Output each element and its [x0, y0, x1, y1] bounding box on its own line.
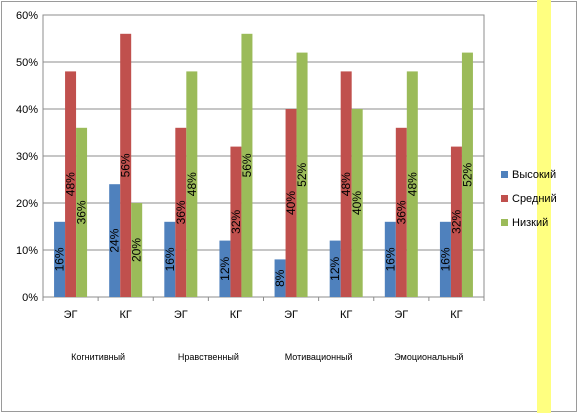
bar: [219, 240, 231, 297]
y-tick-label: 40%: [16, 104, 38, 116]
data-label: 16%: [438, 247, 452, 271]
legend-label: Средний: [512, 193, 557, 205]
bar: [274, 259, 286, 297]
bar: [439, 221, 451, 297]
x-category-label: ЭГ: [284, 309, 298, 321]
bar: [406, 71, 418, 298]
x-category-label: КГ: [340, 309, 352, 321]
y-tick-label: 0%: [22, 292, 38, 304]
data-label: 48%: [64, 172, 78, 196]
bar: [296, 52, 308, 297]
legend-swatch: [501, 195, 508, 202]
data-label: 48%: [339, 172, 353, 196]
data-label: 48%: [185, 172, 199, 196]
data-label: 12%: [218, 256, 232, 280]
x-category-label: КГ: [120, 309, 132, 321]
data-label: 20%: [130, 238, 144, 262]
data-label: 52%: [460, 162, 474, 186]
bar: [131, 203, 143, 297]
x-category-label: ЭГ: [174, 309, 188, 321]
bar: [54, 221, 66, 297]
data-label: 48%: [405, 172, 419, 196]
bar: [65, 71, 77, 298]
y-tick-label: 60%: [16, 10, 38, 22]
bar: [450, 146, 462, 297]
x-category-label: ЭГ: [64, 309, 78, 321]
data-label: 36%: [394, 200, 408, 224]
x-group-label: Мотивационный: [285, 352, 353, 362]
x-category-label: ЭГ: [394, 309, 408, 321]
legend-label: Низкий: [512, 217, 548, 229]
data-label: 40%: [350, 191, 364, 215]
data-label: 32%: [449, 209, 463, 233]
bar: [285, 109, 297, 297]
data-label: 56%: [119, 153, 133, 177]
data-label: 16%: [163, 247, 177, 271]
bar: [230, 146, 242, 297]
x-category-label: КГ: [230, 309, 242, 321]
x-group-label: Нравственный: [178, 352, 239, 362]
data-label: 36%: [174, 200, 188, 224]
x-group-label: Когнитивный: [71, 352, 125, 362]
data-label: 8%: [273, 269, 287, 287]
bar: [351, 109, 363, 297]
data-label: 32%: [229, 209, 243, 233]
data-label: 24%: [108, 228, 122, 252]
y-tick-label: 30%: [16, 151, 38, 163]
bar: [164, 221, 176, 297]
bar: [329, 240, 341, 297]
bar: [461, 52, 473, 297]
data-label: 16%: [383, 247, 397, 271]
x-category-label: КГ: [450, 309, 462, 321]
bar: [175, 127, 187, 297]
bar: [340, 71, 352, 298]
bar: [109, 184, 121, 297]
bar: [241, 33, 253, 298]
y-tick-label: 10%: [16, 245, 38, 257]
data-label: 12%: [328, 256, 342, 280]
y-tick-label: 50%: [16, 57, 38, 69]
data-label: 52%: [295, 162, 309, 186]
x-group-label: Эмоциональный: [394, 352, 463, 362]
bar: [120, 33, 132, 298]
data-label: 56%: [240, 153, 254, 177]
legend-label: Высокий: [512, 169, 556, 181]
data-label: 16%: [53, 247, 67, 271]
highlight-stripe: [537, 0, 551, 413]
y-tick-label: 20%: [16, 198, 38, 210]
bar: [395, 127, 407, 297]
data-label: 40%: [284, 191, 298, 215]
legend-swatch: [501, 171, 508, 178]
bar: [76, 127, 88, 297]
bar: [186, 71, 198, 298]
legend-swatch: [501, 219, 508, 226]
bar: [384, 221, 396, 297]
data-label: 36%: [75, 200, 89, 224]
